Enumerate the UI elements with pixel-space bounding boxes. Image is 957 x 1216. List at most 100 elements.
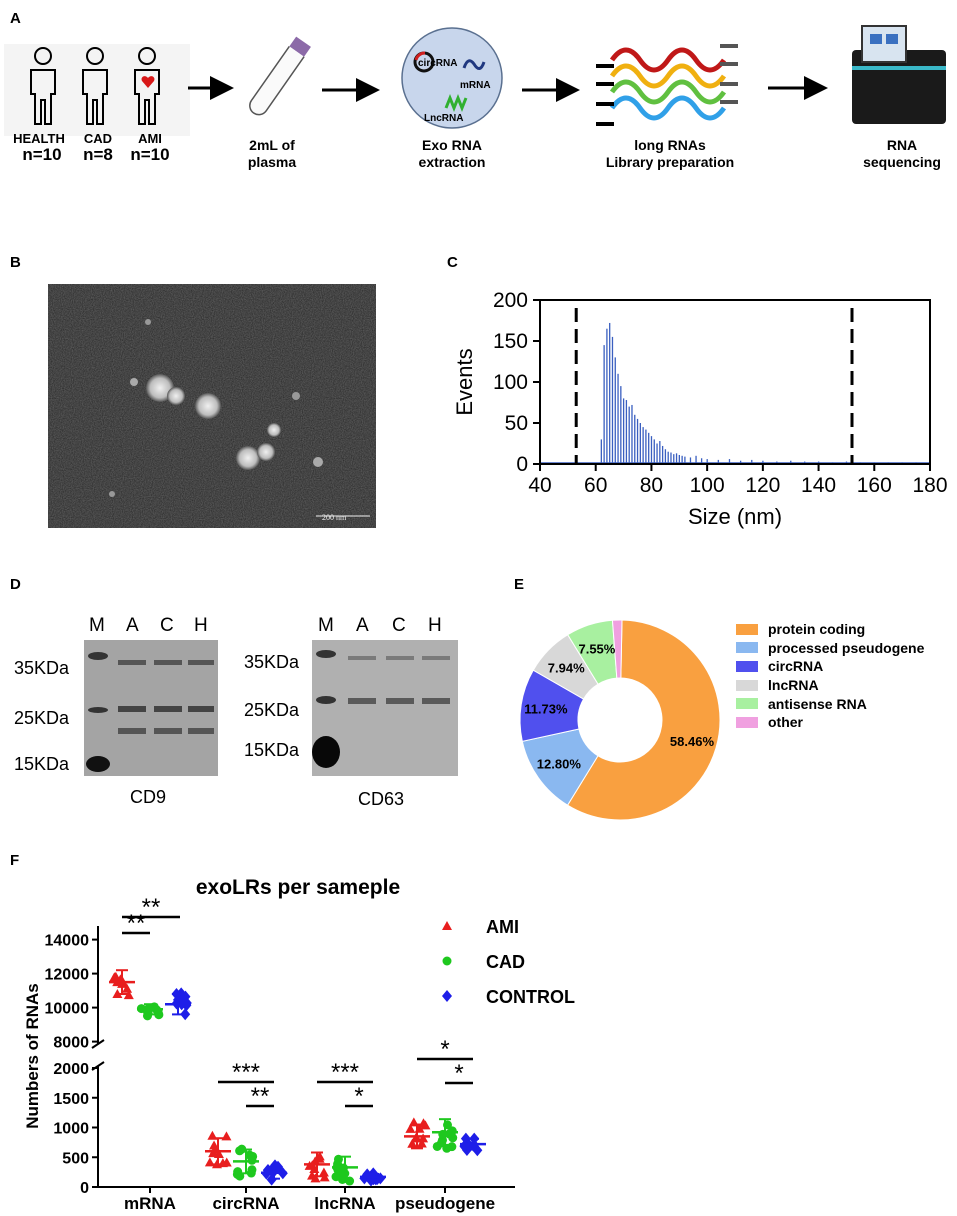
nta-bar bbox=[600, 439, 602, 464]
nta-bar bbox=[675, 453, 678, 464]
data-point bbox=[405, 1123, 416, 1133]
donut-legend-item: circRNA bbox=[736, 657, 924, 676]
panel-label-c: C bbox=[447, 254, 458, 271]
group-health-n: n=10 bbox=[22, 145, 62, 164]
data-point bbox=[319, 1172, 330, 1182]
legend-marker bbox=[442, 956, 452, 966]
donut-legend-label: circRNA bbox=[768, 658, 824, 675]
exo-mrna-label: mRNA bbox=[460, 80, 491, 91]
donut-legend-label: antisense RNA bbox=[768, 695, 867, 712]
tem-image bbox=[48, 284, 376, 528]
nta-bar bbox=[739, 460, 742, 464]
donut-legend-item: lncRNA bbox=[736, 676, 924, 695]
nta-bar bbox=[648, 432, 650, 464]
data-point bbox=[110, 971, 121, 981]
legend-label: AMI bbox=[486, 917, 519, 937]
group-health-label: HEALTH bbox=[13, 131, 65, 146]
nta-bar bbox=[681, 455, 683, 464]
group-cad-n: n=8 bbox=[83, 145, 113, 164]
sequencer-icon bbox=[852, 25, 946, 124]
cd9-caption: CD9 bbox=[130, 787, 167, 807]
cd9-lane-h: H bbox=[194, 615, 208, 636]
nta-bar bbox=[645, 429, 647, 464]
data-point bbox=[247, 1165, 257, 1175]
nta-bar bbox=[620, 386, 622, 464]
donut-slice-label: 7.94% bbox=[548, 661, 585, 676]
significance-stars: * bbox=[440, 1036, 449, 1063]
donut-legend-swatch bbox=[736, 698, 758, 710]
data-point bbox=[416, 1138, 427, 1148]
nta-bar bbox=[790, 460, 792, 464]
lower-y-tick-label: 1500 bbox=[53, 1091, 89, 1108]
nta-bar bbox=[689, 457, 692, 464]
legend-marker bbox=[442, 921, 452, 930]
nta-y-axis-label: Events bbox=[452, 348, 477, 415]
data-point bbox=[448, 1133, 458, 1143]
donut-slice-label: 7.55% bbox=[578, 642, 615, 657]
significance-stars: ** bbox=[142, 894, 161, 921]
plasma-label: 2mL of plasma bbox=[247, 137, 297, 170]
nta-bar bbox=[609, 322, 611, 464]
cd9-marker-25: 25KDa bbox=[14, 708, 70, 728]
data-point bbox=[123, 990, 134, 1000]
nta-bar bbox=[625, 400, 628, 464]
significance-stars: *** bbox=[232, 1059, 260, 1086]
significance-stars: ** bbox=[251, 1083, 270, 1110]
donut-legend-label: lncRNA bbox=[768, 677, 819, 694]
nta-bar bbox=[695, 455, 697, 464]
group-cad-label: CAD bbox=[83, 131, 113, 146]
nta-bar bbox=[673, 454, 675, 464]
significance-stars: *** bbox=[331, 1059, 359, 1086]
legend-label: CAD bbox=[486, 952, 525, 972]
donut-slice-other bbox=[611, 619, 623, 679]
exo-lncrna-label: LncRNA bbox=[424, 113, 464, 124]
donut-legend-item: processed pseudogene bbox=[736, 639, 924, 658]
library-label: long RNAs Library preparation bbox=[605, 137, 735, 170]
plasma-tube-icon bbox=[249, 36, 311, 116]
upper-y-tick-label: 12000 bbox=[45, 967, 90, 984]
nta-bar bbox=[670, 452, 672, 464]
data-point bbox=[460, 1132, 471, 1145]
nta-bar bbox=[751, 459, 753, 464]
nta-bar bbox=[628, 406, 630, 464]
x-tick-label: lncRNA bbox=[314, 1194, 375, 1213]
nta-bar bbox=[614, 357, 616, 464]
data-point bbox=[122, 983, 133, 993]
nta-bar bbox=[653, 439, 655, 464]
data-point bbox=[235, 1146, 245, 1156]
lower-y-tick-label: 1000 bbox=[53, 1121, 89, 1138]
cd9-lane-c: C bbox=[160, 615, 174, 636]
nta-x-tick-label: 100 bbox=[690, 474, 725, 497]
nta-bar bbox=[804, 461, 806, 464]
tem-scale-bar-label: 200 nm bbox=[322, 513, 347, 522]
nta-bar bbox=[634, 414, 636, 464]
donut-legend-swatch bbox=[736, 716, 758, 728]
nta-frame bbox=[539, 299, 931, 465]
person-health-icon bbox=[30, 47, 56, 125]
data-point bbox=[407, 1138, 418, 1148]
nta-bar bbox=[650, 436, 653, 464]
nta-x-tick-label: 40 bbox=[528, 474, 551, 497]
cd63-lane-m: M bbox=[318, 615, 334, 636]
nta-x-tick-label: 80 bbox=[640, 474, 663, 497]
cd63-lane-c: C bbox=[392, 615, 406, 636]
nta-bar bbox=[706, 459, 708, 464]
nta-bar bbox=[603, 345, 605, 464]
nta-x-axis-label: Size (nm) bbox=[688, 504, 782, 529]
nta-x-tick-label: 180 bbox=[912, 474, 947, 497]
cd9-blot bbox=[84, 640, 218, 776]
cd63-lane-h: H bbox=[428, 615, 442, 636]
person-ami-icon bbox=[134, 47, 160, 125]
cd63-marker-15: 15KDa bbox=[244, 740, 300, 760]
scatter-y-axis-label: Numbers of RNAs bbox=[23, 983, 42, 1128]
library-waves-icon bbox=[609, 47, 727, 121]
person-cad-icon bbox=[82, 47, 108, 125]
nta-bar bbox=[631, 404, 633, 464]
nta-bar bbox=[606, 328, 608, 464]
extraction-label: Exo RNA extraction bbox=[418, 137, 486, 170]
x-tick-label: circRNA bbox=[212, 1194, 279, 1213]
data-point bbox=[447, 1126, 457, 1136]
nta-bar bbox=[700, 458, 703, 464]
nta-bar bbox=[728, 459, 731, 464]
group-ami-label: AMI bbox=[138, 131, 162, 146]
